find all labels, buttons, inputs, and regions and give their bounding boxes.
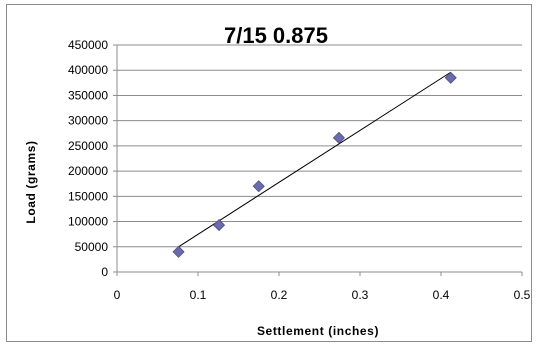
x-tick-label: 0.3 [352, 288, 369, 302]
y-tick-label: 200000 [68, 164, 108, 178]
data-point [444, 71, 457, 84]
gridlines [117, 44, 522, 248]
data-point [172, 245, 185, 258]
y-tick-label: 450000 [68, 38, 108, 52]
trendline [178, 71, 451, 248]
y-tick-label: 50000 [75, 240, 109, 254]
data-points [172, 71, 457, 258]
y-tick-label: 250000 [68, 139, 108, 153]
axes [113, 44, 523, 276]
chart-title: 7/15 0.875 [224, 23, 328, 48]
y-tick-label: 350000 [68, 88, 108, 102]
x-tick-label: 0.2 [271, 288, 288, 302]
y-axis-label: Load (grams) [24, 140, 38, 223]
data-point [212, 219, 226, 232]
trendline-group [178, 71, 451, 248]
y-tick-label: 150000 [68, 189, 108, 203]
x-tick-label: 0.4 [433, 288, 450, 302]
y-tick-label: 400000 [68, 63, 108, 77]
data-point [252, 180, 265, 193]
x-tick-label: 0.1 [190, 288, 207, 302]
x-tick-labels: 0 0.1 0.2 0.3 0.4 0.5 [114, 288, 531, 302]
x-axis-label: Settlement (inches) [257, 324, 379, 338]
y-tick-labels: 0 50000 100000 150000 200000 250000 300000 3500… [68, 38, 108, 279]
x-tick-label: 0.5 [514, 288, 531, 302]
y-tick-label: 100000 [68, 215, 108, 229]
chart-frame [6, 4, 532, 342]
data-point [332, 131, 346, 144]
x-tick-label: 0 [114, 288, 121, 302]
y-tick-label: 300000 [68, 114, 108, 128]
y-tick-label: 0 [101, 265, 108, 279]
